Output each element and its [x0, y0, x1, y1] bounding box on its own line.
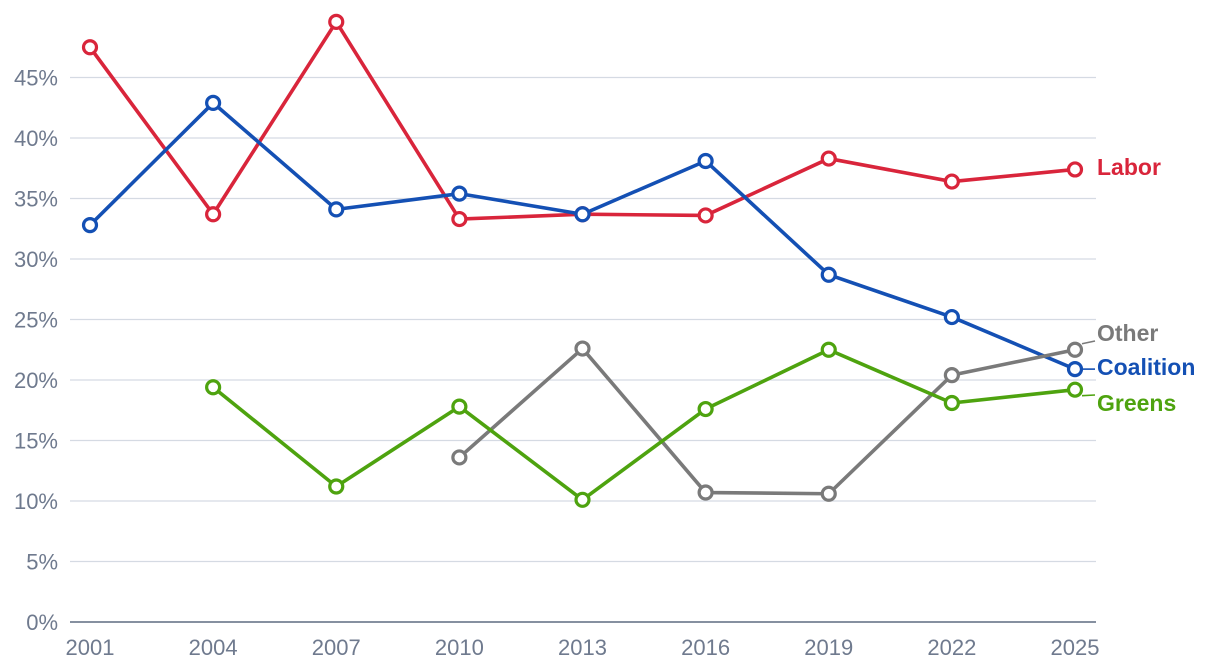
series-line-greens	[211, 347, 1077, 502]
x-tick-label: 2007	[312, 635, 361, 660]
y-tick-label: 10%	[14, 489, 58, 514]
data-point-other	[1066, 341, 1084, 358]
data-point-labor	[820, 150, 837, 167]
data-point-labor	[697, 207, 714, 224]
y-tick-label: 30%	[14, 247, 58, 272]
series-lines	[81, 13, 1084, 508]
data-point-other	[574, 340, 591, 357]
x-tick-label: 2019	[804, 635, 853, 660]
series-other	[451, 340, 1084, 502]
y-tick-label: 0%	[26, 610, 58, 635]
y-tick-label: 40%	[14, 126, 58, 151]
y-tick-label: 20%	[14, 368, 58, 393]
data-point-coalition	[1066, 361, 1084, 378]
data-point-greens	[328, 478, 345, 495]
data-point-greens	[574, 491, 591, 508]
data-point-greens	[451, 398, 468, 415]
series-line-labor	[88, 20, 1077, 221]
data-point-coalition	[205, 94, 222, 112]
y-axis-tick-labels: 0% 5% 10% 15% 20% 25% 30% 35% 40% 45%	[14, 66, 58, 636]
x-tick-label: 2001	[66, 635, 115, 660]
series-line-coalition	[88, 101, 1077, 371]
data-point-greens	[205, 379, 222, 396]
x-tick-label: 2016	[681, 635, 730, 660]
data-point-coalition	[820, 266, 837, 283]
series-label-greens: Greens	[1097, 390, 1176, 416]
data-point-greens	[943, 394, 960, 412]
y-tick-label: 35%	[14, 187, 58, 212]
y-tick-label: 5%	[26, 550, 58, 575]
data-point-coalition	[697, 152, 714, 170]
data-point-labor	[451, 210, 468, 228]
data-point-labor	[328, 13, 345, 30]
data-point-coalition	[328, 201, 345, 218]
data-point-other	[943, 367, 960, 384]
x-tick-label: 2010	[435, 635, 484, 660]
x-tick-label: 2025	[1051, 635, 1100, 660]
y-tick-label: 25%	[14, 308, 58, 333]
series-line-other	[457, 346, 1077, 496]
series-greens	[205, 341, 1084, 508]
data-point-labor	[81, 39, 99, 56]
data-point-coalition	[943, 308, 960, 326]
data-point-labor	[943, 173, 960, 190]
series-coalition	[81, 94, 1084, 378]
series-end-labels: Labor Coalition Other Greens	[1081, 154, 1195, 416]
x-tick-label: 2013	[558, 635, 607, 660]
data-point-other	[451, 449, 468, 466]
data-point-greens	[820, 341, 837, 358]
y-tick-label: 15%	[14, 429, 58, 454]
series-label-labor: Labor	[1097, 154, 1161, 180]
label-leader-other	[1081, 340, 1096, 345]
y-tick-label: 45%	[14, 66, 58, 91]
series-label-other: Other	[1097, 320, 1158, 346]
data-point-greens	[1066, 381, 1084, 398]
data-point-coalition	[81, 217, 99, 234]
label-leader-greens	[1081, 394, 1096, 397]
data-point-other	[820, 485, 837, 502]
series-label-coalition: Coalition	[1097, 354, 1195, 380]
data-point-labor	[205, 206, 222, 223]
x-tick-label: 2022	[927, 635, 976, 660]
data-point-coalition	[451, 185, 468, 202]
data-point-labor	[1066, 161, 1084, 178]
data-point-other	[697, 484, 714, 501]
x-axis-tick-labels: 2001 2004 2007 2010 2013 2016 2019 2022 2025	[66, 635, 1100, 660]
data-point-greens	[697, 400, 714, 418]
gridlines	[70, 76, 1096, 563]
data-point-coalition	[574, 206, 591, 223]
x-tick-label: 2004	[189, 635, 238, 660]
